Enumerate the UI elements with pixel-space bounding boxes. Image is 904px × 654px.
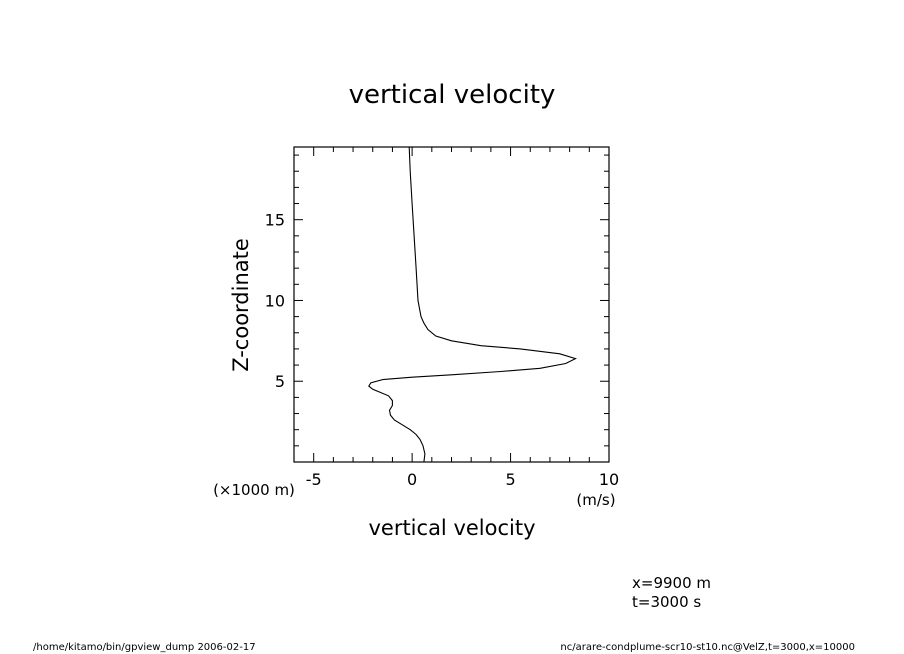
y-tick-label: 10 (265, 291, 285, 310)
y-tick-label: 5 (275, 372, 285, 391)
x-tick-label: 5 (505, 470, 515, 489)
footer-left: /home/kitamo/bin/gpview_dump 2006-02-17 (33, 642, 256, 653)
plot-area: -5 0 5 10 5 10 15 (265, 146, 620, 489)
x-tick-label: 0 (407, 470, 417, 489)
chart-title: vertical velocity (349, 80, 556, 110)
x-tick-label: 10 (599, 470, 619, 489)
x-axis-label: vertical velocity (368, 516, 535, 540)
x-axis-unit: (m/s) (576, 491, 615, 509)
x-position-info: x=9900 m (632, 574, 711, 592)
tick-marks (293, 147, 610, 462)
y-axis-label: Z-coordinate (229, 238, 253, 372)
y-axis-unit: (×1000 m) (213, 481, 295, 499)
x-tick-label: -5 (306, 470, 322, 489)
plot-frame (293, 146, 610, 463)
series-line-vertical-velocity (368, 146, 577, 463)
time-info: t=3000 s (632, 593, 701, 611)
y-tick-label: 15 (265, 211, 285, 230)
tick-labels: -5 0 5 10 5 10 15 (265, 211, 620, 489)
footer-right: nc/arare-condplume-scr10-st10.nc@VelZ,t=… (560, 642, 855, 653)
